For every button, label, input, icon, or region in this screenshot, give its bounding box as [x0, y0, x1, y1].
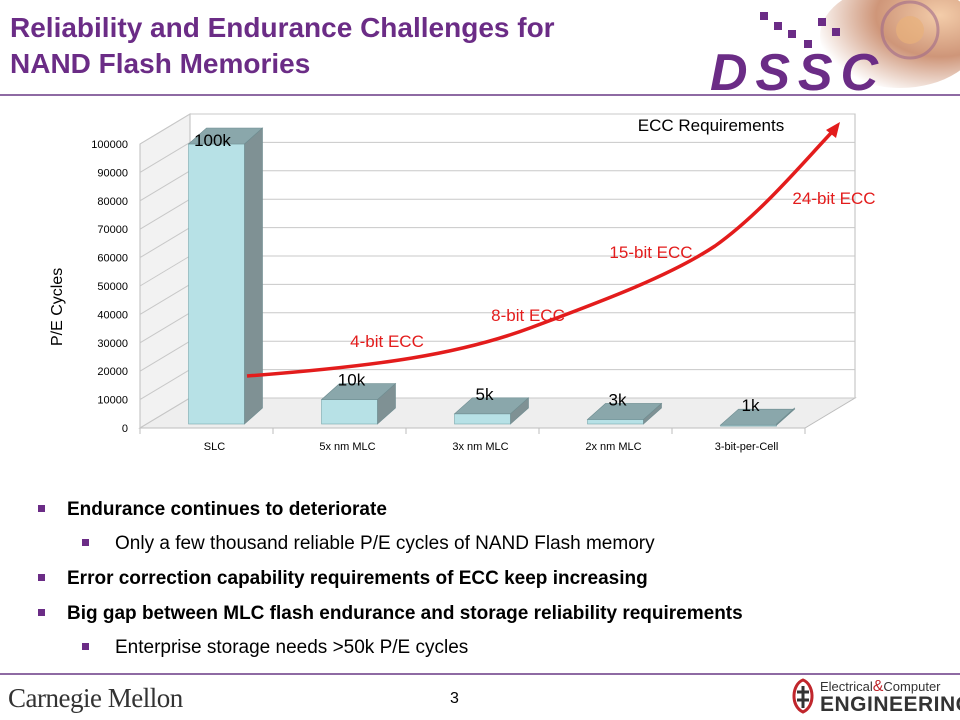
carnegie-mellon-logo: Carnegie Mellon [8, 683, 183, 713]
bar-data-label: 1k [742, 396, 760, 415]
y-tick-label: 10000 [97, 395, 128, 407]
bullet-marker [82, 643, 89, 650]
gridline [139, 170, 191, 202]
y-tick-label: 40000 [97, 309, 128, 321]
y-tick-label: 50000 [97, 281, 128, 293]
bar-data-label: 3k [609, 390, 627, 409]
ecc-arrowhead [826, 122, 840, 138]
ece-emblem-icon [792, 678, 814, 714]
page-number: 3 [450, 690, 459, 707]
y-tick-label: 30000 [97, 338, 128, 350]
ece-word-computer: Computer [883, 679, 941, 694]
bar-front [321, 399, 378, 425]
bar [586, 402, 663, 425]
y-tick-label: 90000 [97, 167, 128, 179]
x-tick-label: 5x nm MLC [319, 441, 375, 453]
x-tick-label: 3x nm MLC [452, 441, 508, 453]
bar [719, 407, 796, 427]
bar-data-label: 10k [338, 371, 366, 390]
bullet-marker [38, 609, 45, 616]
bullet-text: Only a few thousand reliable P/E cycles … [115, 533, 655, 554]
title-line-2: NAND Flash Memories [10, 48, 311, 79]
gridline [139, 141, 191, 173]
ecc-annotation: 4-bit ECC [350, 332, 424, 351]
gridline [139, 255, 191, 287]
bar-side [643, 402, 662, 425]
bullet-text: Enterprise storage needs >50k P/E cycles [115, 637, 469, 658]
ecc-annotation: 15-bit ECC [609, 243, 692, 262]
bar-side [244, 127, 263, 425]
pe-cycles-chart: 0 10000 20000 30000 40000 50000 60000 70000 8000… [0, 96, 960, 476]
ecc-annotation: 8-bit ECC [491, 306, 565, 325]
y-tick-label: 0 [122, 423, 128, 435]
bar [320, 382, 397, 425]
y-tick-label: 20000 [97, 366, 128, 378]
bullet-text: Error correction capability requirements… [67, 568, 648, 589]
title-line-1: Reliability and Endurance Challenges for [10, 12, 555, 43]
ece-logo: Electrical&Computer ENGINEERING [786, 676, 960, 718]
y-axis-label: P/E Cycles [49, 268, 66, 346]
y-tick-label: 70000 [97, 224, 128, 236]
bar-front [587, 419, 644, 425]
ece-line-1: Electrical&Computer [820, 678, 941, 696]
gridline [139, 198, 191, 230]
ece-ampersand: & [872, 678, 884, 695]
slide-title: Reliability and Endurance Challenges for… [10, 10, 700, 82]
bar-side [377, 382, 396, 425]
x-tick-label: 3-bit-per-Cell [715, 441, 779, 453]
bullet-text: Endurance continues to deteriorate [67, 499, 387, 520]
y-tick-label: 100000 [91, 139, 128, 151]
title-divider [0, 94, 960, 96]
gridline [139, 369, 191, 401]
footer-divider [0, 673, 960, 675]
gridline [139, 397, 191, 429]
bar-front [454, 413, 511, 425]
x-tick-label: SLC [204, 441, 225, 453]
gridline [139, 283, 191, 315]
ecc-requirements-label: ECC Requirements [638, 116, 784, 135]
bar [187, 127, 264, 425]
ece-line-2: ENGINEERING [820, 693, 960, 716]
y-tick-label: 60000 [97, 253, 128, 265]
gridline [139, 312, 191, 344]
bar [453, 397, 530, 425]
bullet-text: Big gap between MLC flash endurance and … [67, 603, 743, 624]
gridline [139, 340, 191, 372]
gridline [139, 227, 191, 259]
bar-front [188, 143, 245, 425]
bullet-marker [38, 505, 45, 512]
x-tick-label: 2x nm MLC [585, 441, 641, 453]
bullet-marker [38, 574, 45, 581]
gridline [139, 113, 191, 145]
bar-data-label: 5k [476, 385, 494, 404]
bar-data-label: 100k [194, 131, 231, 150]
chart-svg: 0 10000 20000 30000 40000 50000 60000 70000 8000… [49, 113, 876, 453]
y-tick-label: 80000 [97, 196, 128, 208]
bullet-marker [82, 539, 89, 546]
bar-side [776, 407, 795, 426]
ecc-annotation: 24-bit ECC [792, 189, 875, 208]
bar-side [510, 397, 529, 425]
dssc-logo: DSSC [700, 0, 960, 94]
ecc-curve [246, 130, 834, 378]
ece-word-electrical: Electrical [820, 679, 873, 694]
